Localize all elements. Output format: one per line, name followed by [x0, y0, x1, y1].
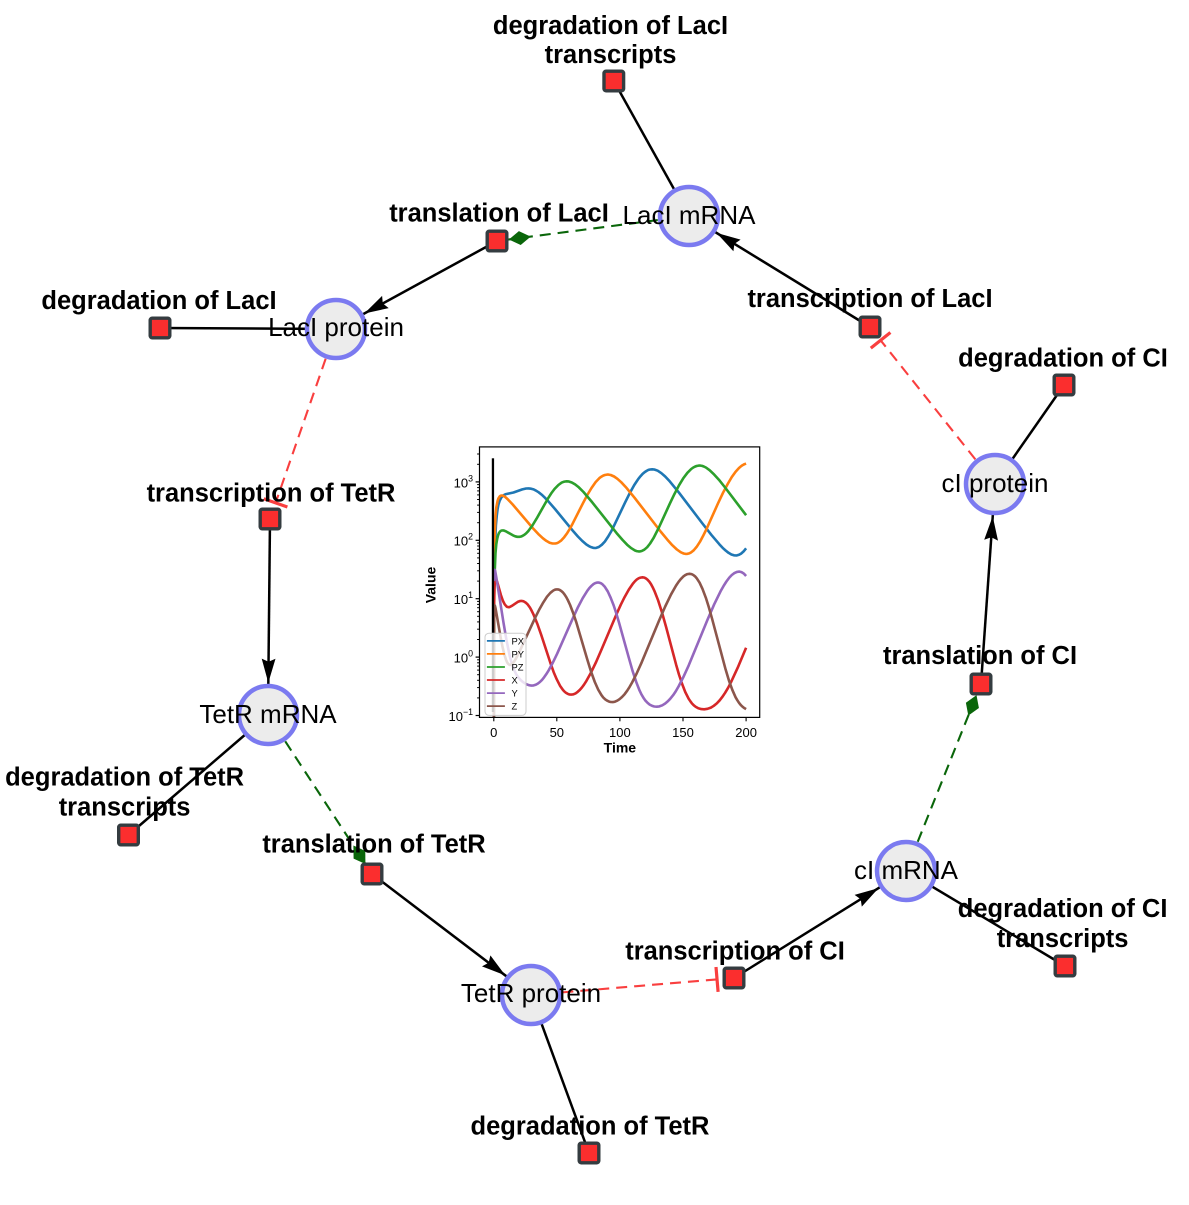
svg-text:150: 150	[672, 725, 694, 740]
svg-text:TetR protein: TetR protein	[461, 978, 601, 1008]
svg-text:degradation of CI: degradation of CI	[958, 345, 1168, 373]
svg-text:translation of TetR: translation of TetR	[262, 831, 485, 859]
svg-text:transcription of LacI: transcription of LacI	[747, 285, 992, 313]
svg-text:0: 0	[490, 725, 497, 740]
svg-text:translation of CI: translation of CI	[883, 642, 1077, 670]
svg-text:100: 100	[609, 725, 631, 740]
svg-text:degradation of TetR: degradation of TetR	[471, 1113, 710, 1141]
svg-text:degradation of LacI: degradation of LacI	[493, 12, 728, 40]
svg-text:cI protein: cI protein	[942, 468, 1049, 498]
svg-text:Z: Z	[512, 701, 518, 712]
svg-text:PY: PY	[512, 648, 525, 659]
svg-text:cI mRNA: cI mRNA	[854, 855, 959, 885]
svg-text:transcripts: transcripts	[545, 41, 677, 69]
svg-text:PX: PX	[512, 635, 525, 646]
svg-text:50: 50	[550, 725, 564, 740]
svg-text:LacI mRNA: LacI mRNA	[623, 200, 757, 230]
svg-text:200: 200	[735, 725, 757, 740]
svg-text:Time: Time	[604, 740, 637, 756]
svg-text:TetR mRNA: TetR mRNA	[199, 699, 337, 729]
svg-text:transcription of CI: transcription of CI	[625, 938, 845, 966]
svg-text:degradation of TetR: degradation of TetR	[5, 763, 244, 791]
svg-text:degradation of LacI: degradation of LacI	[41, 287, 276, 315]
svg-text:Y: Y	[512, 688, 519, 699]
svg-text:transcription of TetR: transcription of TetR	[147, 480, 396, 508]
svg-text:PZ: PZ	[512, 661, 524, 672]
svg-text:transcripts: transcripts	[997, 925, 1129, 953]
svg-text:degradation of CI: degradation of CI	[958, 895, 1168, 923]
svg-text:X: X	[512, 674, 519, 685]
svg-text:Value: Value	[423, 567, 439, 604]
svg-text:translation of LacI: translation of LacI	[389, 200, 609, 228]
svg-text:transcripts: transcripts	[59, 794, 191, 822]
svg-text:LacI protein: LacI protein	[268, 312, 404, 342]
